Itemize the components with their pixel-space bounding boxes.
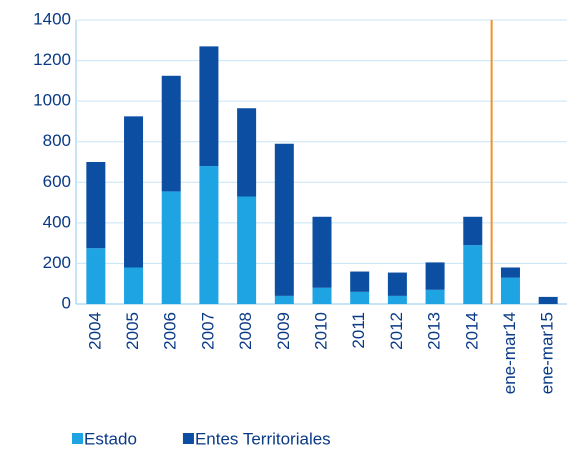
bar-segment — [463, 216, 483, 246]
x-tick-label: ene-mar15 — [538, 312, 557, 394]
bar-segment — [538, 296, 558, 304]
x-tick-label: 2013 — [425, 312, 444, 350]
legend-label: Entes Territoriales — [195, 429, 331, 448]
bar-segment — [199, 166, 219, 304]
bar-segment — [500, 267, 520, 278]
bar-segment — [425, 289, 445, 304]
bar-segment — [161, 191, 181, 304]
bar-segment — [237, 108, 257, 197]
legend-swatch — [72, 433, 83, 444]
bar-segment — [500, 277, 520, 304]
x-tick-label: 2005 — [123, 312, 142, 350]
bar-segment — [387, 272, 407, 296]
x-tick-label: 2012 — [387, 312, 406, 350]
bar-segment — [350, 271, 370, 292]
bar-segment — [274, 295, 294, 304]
bar-segment — [312, 216, 332, 288]
x-tick-label: 2007 — [198, 312, 217, 350]
y-tick-label: 1400 — [33, 9, 71, 28]
bar-segment — [86, 248, 106, 304]
legend-swatch — [182, 433, 194, 444]
bar-segment — [86, 162, 106, 249]
bar-segment — [124, 267, 144, 304]
x-tick-label: 2006 — [161, 312, 180, 350]
x-tick-label: ene-mar14 — [500, 312, 519, 394]
bar-segment — [274, 143, 294, 296]
y-tick-label: 0 — [62, 293, 71, 312]
legend-label: Estado — [84, 429, 137, 448]
y-tick-label: 400 — [43, 212, 71, 231]
bar-segment — [199, 46, 219, 167]
bar-segment — [124, 116, 144, 268]
bar-segment — [312, 287, 332, 304]
x-tick-label: 2010 — [311, 312, 330, 350]
x-tick-label: 2011 — [349, 312, 368, 349]
y-tick-label: 800 — [43, 131, 71, 150]
y-tick-label: 1200 — [33, 50, 71, 69]
bar-segment — [387, 295, 407, 304]
y-tick-label: 600 — [43, 172, 71, 191]
x-tick-label: 2004 — [85, 312, 104, 350]
y-tick-label: 1000 — [33, 91, 71, 110]
bar-segment — [350, 291, 370, 304]
y-tick-label: 200 — [43, 253, 71, 272]
x-tick-label: 2014 — [462, 312, 481, 350]
bar-segment — [425, 262, 445, 290]
bar-segment — [237, 196, 257, 304]
bar-segment — [463, 245, 483, 304]
x-tick-label: 2008 — [236, 312, 255, 350]
x-tick-label: 2009 — [274, 312, 293, 350]
bar-segment — [161, 75, 181, 192]
